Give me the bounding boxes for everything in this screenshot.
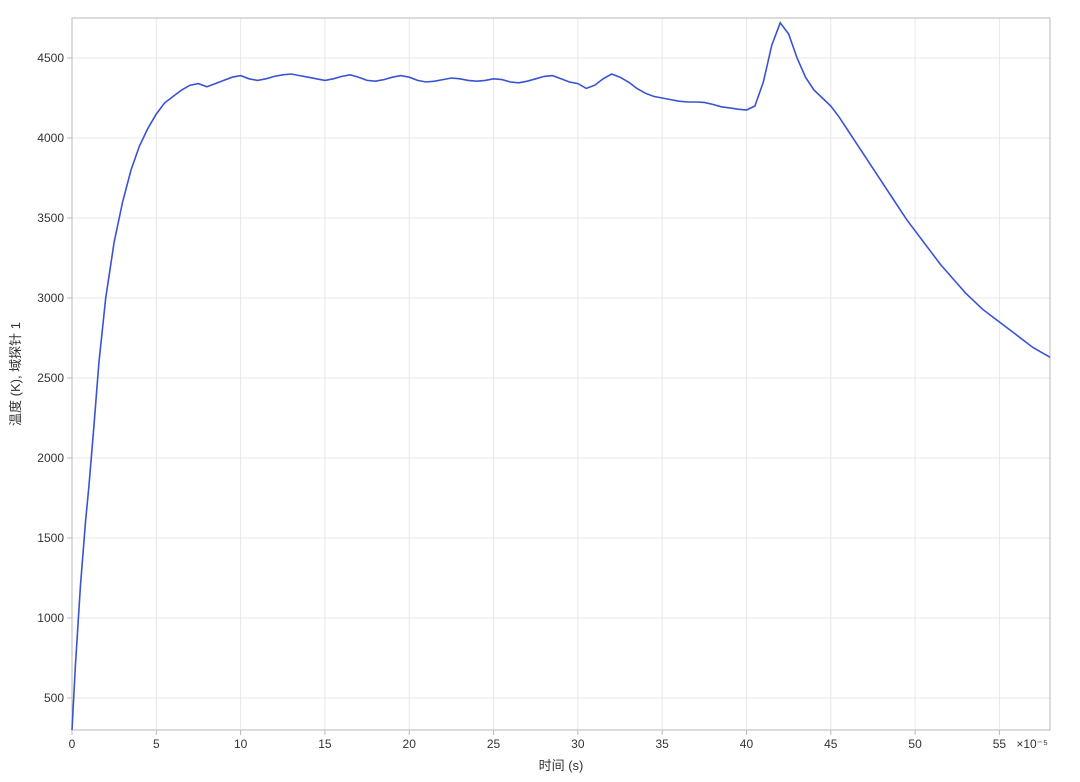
x-tick-label: 30 [571, 737, 585, 751]
x-tick-label: 45 [824, 737, 838, 751]
x-tick-label: 55 [993, 737, 1007, 751]
x-axis-title: 时间 (s) [539, 758, 584, 773]
y-tick-label: 3500 [37, 211, 64, 225]
y-tick-label: 4500 [37, 51, 64, 65]
x-tick-label: 25 [487, 737, 501, 751]
line-chart: 0 5 10 15 20 25 30 35 40 45 50 55 ×10⁻⁵ 500 1000 1500 20… [0, 0, 1080, 782]
x-axis-exponent: ×10⁻⁵ [1016, 737, 1048, 751]
y-axis-title: 温度 (K), 域探针 1 [8, 322, 23, 426]
y-tick-label: 2500 [37, 371, 64, 385]
y-tick-label: 1000 [37, 611, 64, 625]
y-tick-label: 3000 [37, 291, 64, 305]
plot-area [72, 18, 1050, 730]
x-tick-label: 5 [153, 737, 160, 751]
x-tick-label: 35 [655, 737, 669, 751]
y-tick-label: 1500 [37, 531, 64, 545]
chart-container: 0 5 10 15 20 25 30 35 40 45 50 55 ×10⁻⁵ 500 1000 1500 20… [0, 0, 1080, 782]
y-tick-label: 2000 [37, 451, 64, 465]
y-tick-label: 500 [44, 691, 64, 705]
x-tick-label: 15 [318, 737, 332, 751]
x-tick-label: 40 [740, 737, 754, 751]
y-tick-label: 4000 [37, 131, 64, 145]
x-tick-label: 0 [69, 737, 76, 751]
x-tick-label: 20 [403, 737, 417, 751]
x-tick-label: 10 [234, 737, 248, 751]
x-tick-label: 50 [908, 737, 922, 751]
